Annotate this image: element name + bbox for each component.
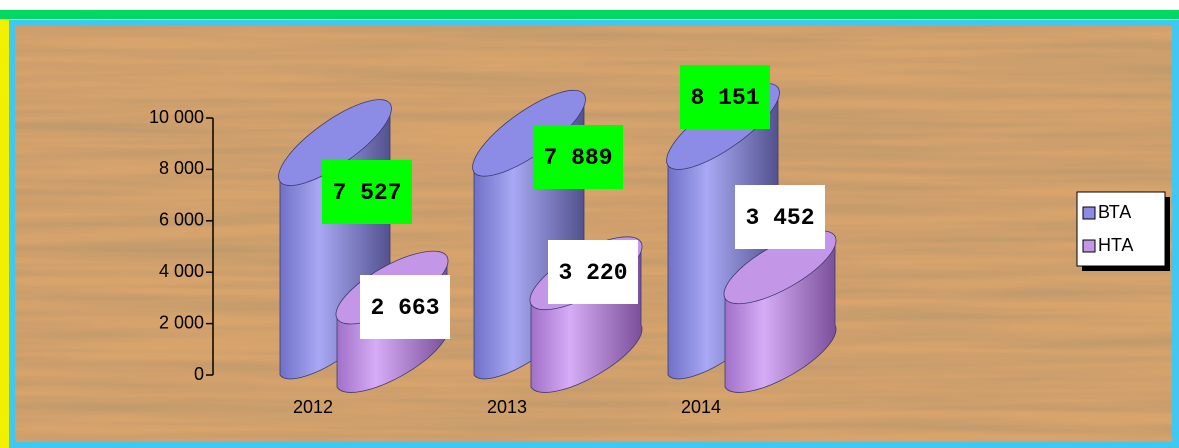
legend-swatch: [1082, 239, 1096, 253]
y-tick-label: 4 000: [159, 261, 204, 281]
value-label-box: [533, 125, 623, 189]
value-label: 7 527: [332, 180, 401, 206]
legend-label: НТА: [1098, 235, 1133, 255]
wood-background: [15, 26, 1172, 442]
y-tick-label: 0: [194, 364, 204, 384]
value-label: 7 889: [543, 145, 612, 171]
value-label-box: [680, 65, 770, 129]
value-label-box: [322, 160, 412, 224]
value-label: 2 663: [370, 295, 439, 321]
legend: [1076, 191, 1166, 267]
value-label-box: [735, 185, 825, 249]
value-label: 3 220: [558, 260, 627, 286]
x-tick-label: 2012: [293, 397, 333, 417]
cylinder: [723, 230, 837, 393]
value-label-box: [548, 240, 638, 304]
y-tick-label: 2 000: [159, 312, 204, 332]
y-tick-label: 6 000: [159, 210, 204, 230]
value-label-box: [360, 275, 450, 339]
x-tick-label: 2014: [681, 397, 721, 417]
legend-label: ВТА: [1098, 202, 1131, 222]
x-tick-label: 2013: [487, 397, 527, 417]
y-tick-label: 8 000: [159, 158, 204, 178]
value-label: 3 452: [745, 205, 814, 231]
y-tick-label: 10 000: [149, 107, 204, 127]
legend-swatch: [1082, 206, 1096, 220]
frame-green: [0, 10, 1179, 19]
value-label: 8 151: [690, 85, 759, 111]
